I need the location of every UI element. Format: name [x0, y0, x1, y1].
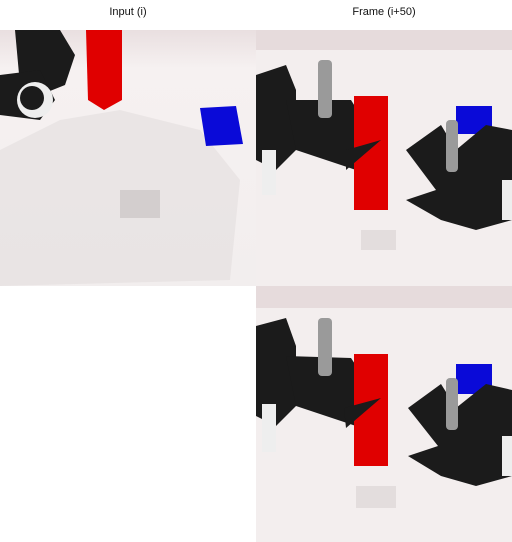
column-label-input: Input (i)	[109, 6, 147, 18]
input-frame-image	[0, 30, 256, 286]
column-label-future: Frame (i+50)	[352, 6, 416, 18]
future-frame-image	[256, 30, 512, 286]
empty-slot	[0, 286, 256, 542]
predicted-frame-image	[256, 286, 512, 542]
